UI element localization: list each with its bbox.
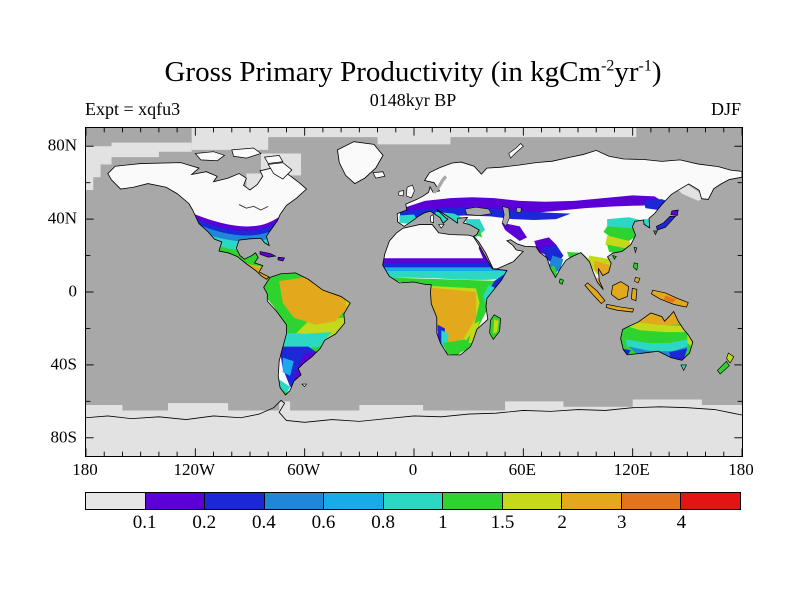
colorbar-legend (85, 492, 741, 510)
africa (381, 223, 508, 356)
colorbar-boundary-label: 1 (438, 512, 448, 533)
title-superscript-2: -1 (638, 57, 652, 75)
axis-ticks (86, 128, 742, 456)
title-suffix: ) (651, 56, 662, 88)
colorbar-segment-2 (204, 493, 264, 509)
colorbar-boundary-label: 0.2 (192, 512, 217, 533)
taiwan (633, 246, 638, 254)
x-axis-tick-label: 120W (173, 460, 216, 479)
colorbar-segment-6 (442, 493, 502, 509)
sulawesi (631, 287, 638, 302)
colorbar-segment-1 (144, 493, 205, 509)
greenland (337, 141, 384, 185)
colorbar-boundary-label: 0.8 (371, 512, 396, 533)
kyushu (653, 230, 658, 236)
y-axis-tick-label: 0 (68, 281, 78, 301)
hainan (612, 255, 617, 260)
colorbar-segment-10 (680, 493, 741, 509)
antarctica (86, 399, 742, 456)
y-axis-tick-label: 40S (50, 354, 77, 374)
sicily (437, 223, 445, 229)
sumatra (584, 282, 606, 304)
colorbar-boundary-label: 2 (557, 512, 567, 533)
falkland-islands (301, 383, 308, 388)
world-map (86, 128, 742, 456)
new-zealand-south-island (716, 360, 730, 375)
colorbar-boundary-label: 0.4 (252, 512, 276, 533)
antarctic-coastline (86, 399, 742, 423)
arctic-archipelago (194, 147, 293, 180)
java (605, 303, 635, 313)
colorbar-segment-4 (323, 493, 383, 509)
map-plot-area (85, 127, 743, 457)
y-axis-tick-label: 80S (50, 427, 77, 447)
title-mid: yr (614, 56, 639, 88)
hokkaido (670, 209, 679, 216)
cuba (259, 251, 277, 258)
honshu (655, 216, 677, 231)
x-axis-tick-label: 60W (287, 460, 321, 479)
novaya-zemlya (508, 143, 524, 159)
colorbar-boundary-label: 3 (616, 512, 627, 533)
colorbar-boundary-label: 4 (676, 512, 687, 533)
eurasian-islands (398, 143, 679, 285)
madagascar (489, 314, 501, 341)
colorbar-segment-7 (501, 493, 562, 509)
new-zealand-north-island (726, 352, 735, 364)
colorbar-segment-3 (263, 493, 324, 509)
x-axis-tick-label: 180 (72, 460, 98, 479)
maritime-southeast-asia (584, 281, 689, 313)
tasmania (680, 364, 687, 372)
ireland (398, 190, 404, 197)
colorbar-segment-9 (620, 493, 681, 509)
title-superscript-1: -2 (601, 57, 615, 75)
baltic-sea (432, 175, 448, 194)
y-axis-tick-label: 80N (47, 135, 77, 155)
experiment-label: Expt = xqfu3 (85, 99, 181, 119)
sardinia-corsica (430, 213, 435, 224)
iceland (372, 171, 386, 179)
great-britain (406, 184, 415, 199)
colorbar-boundary-label: 0.6 (311, 512, 336, 533)
season-label: DJF (710, 99, 741, 119)
colorbar-boundary-label: 0.1 (132, 512, 157, 533)
chart-subtitle: 0148kyr BP (369, 90, 457, 110)
x-axis-tick-label: 120E (613, 460, 650, 479)
colorbar-segment-5 (382, 493, 443, 509)
chart-title: Gross Primary Productivity (in kgCm-2yr-… (85, 56, 741, 89)
aral-sea (515, 206, 522, 214)
hispaniola (277, 257, 286, 262)
sri-lanka (558, 278, 564, 285)
colorbar-segment-8 (561, 493, 621, 509)
great-lakes (238, 204, 269, 211)
x-axis-tick-label: 0 (408, 460, 418, 479)
title-prefix: Gross Primary Productivity (in kgCm (164, 56, 602, 88)
colorbar-boundary-label: 1.5 (490, 512, 515, 533)
y-axis-tick-label: 40N (47, 208, 77, 228)
black-sea (464, 206, 492, 216)
x-axis-tick-label: 60E (508, 460, 537, 479)
colorbar-segment-0 (86, 493, 145, 509)
inland-seas (432, 175, 522, 227)
caspian-sea (502, 205, 510, 227)
borneo (610, 281, 630, 301)
mindanao (634, 277, 641, 284)
eurasia (396, 143, 742, 291)
luzon (633, 262, 639, 271)
x-axis-tick-label: 180 (728, 460, 754, 479)
